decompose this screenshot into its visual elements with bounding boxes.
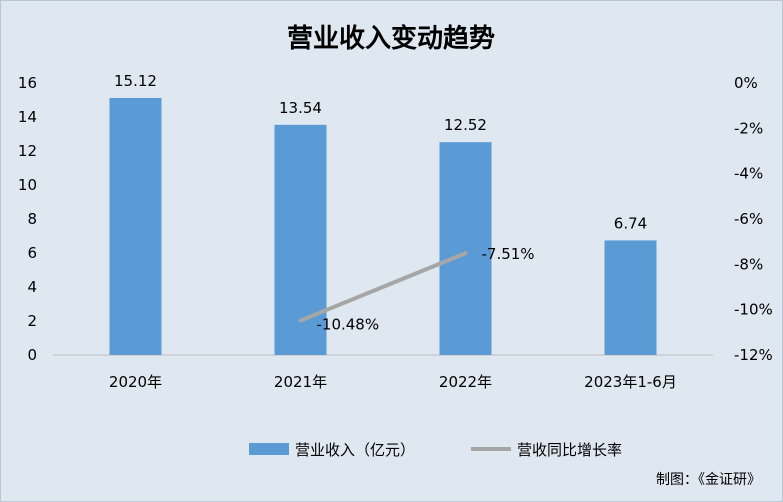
chart-credit: 制图：《金证研》 <box>656 472 761 488</box>
line-data-label: -7.51% <box>482 245 535 263</box>
left-tick-label: 2 <box>27 312 37 330</box>
left-tick-label: 12 <box>18 142 37 160</box>
bar-series: 15.12 13.54 12.52 6.74 <box>109 72 657 356</box>
category-label: 2022年 <box>439 373 492 391</box>
right-tick-label: -4% <box>734 165 763 183</box>
right-tick-label: -2% <box>734 119 763 137</box>
legend-bar-label: 营业收入（亿元） <box>295 441 415 459</box>
right-tick-label: -8% <box>734 255 763 273</box>
right-tick-label: -12% <box>734 346 773 364</box>
left-tick-label: 14 <box>18 108 37 126</box>
right-axis: 0% -2% -4% -6% -8% -10% -12% <box>734 74 773 364</box>
left-tick-label: 16 <box>18 74 37 92</box>
growth-rate-line <box>298 251 468 323</box>
legend-bar-swatch <box>249 443 289 455</box>
bar-data-label: 6.74 <box>614 214 647 232</box>
category-label: 2023年1-6月 <box>584 373 677 391</box>
category-label: 2020年 <box>109 373 162 391</box>
right-tick-label: -10% <box>734 301 773 319</box>
bar-data-label: 13.54 <box>279 99 322 117</box>
left-axis: 0 2 4 6 8 10 12 14 16 <box>18 74 37 364</box>
left-tick-label: 8 <box>27 210 37 228</box>
left-tick-label: 6 <box>27 244 37 262</box>
line-data-label: -10.48% <box>317 316 380 334</box>
legend: 营业收入（亿元） 营收同比增长率 <box>249 441 622 459</box>
bar <box>439 142 492 355</box>
bar <box>604 240 657 355</box>
left-tick-label: 0 <box>27 346 37 364</box>
right-tick-label: -6% <box>734 210 763 228</box>
line-series: -10.48% -7.51% <box>298 245 535 334</box>
chart-title: 营业收入变动趋势 <box>287 23 495 54</box>
bar <box>109 97 162 356</box>
left-tick-label: 4 <box>27 278 37 296</box>
category-label: 2021年 <box>274 373 327 391</box>
legend-line-label: 营收同比增长率 <box>517 441 622 459</box>
x-axis: 2020年 2021年 2022年 2023年1-6月 <box>109 373 677 391</box>
left-tick-label: 10 <box>18 176 37 194</box>
bar-data-label: 12.52 <box>444 116 487 134</box>
right-tick-label: 0% <box>734 74 758 92</box>
bar-data-label: 15.12 <box>114 72 157 90</box>
bar <box>274 124 327 355</box>
